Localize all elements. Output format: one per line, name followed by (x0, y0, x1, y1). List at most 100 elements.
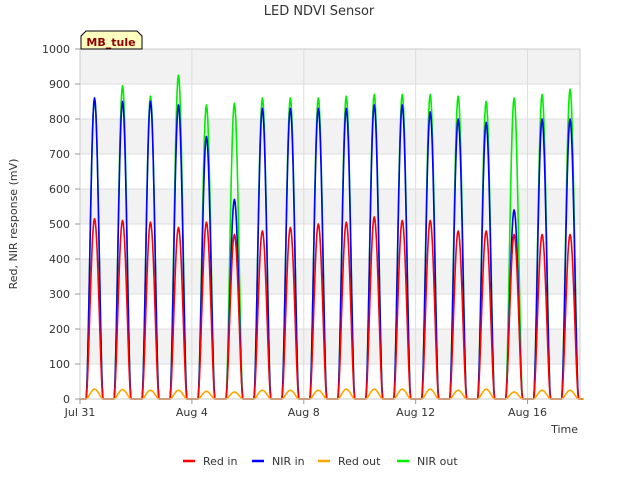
data-point (317, 107, 320, 110)
data-point (569, 389, 571, 392)
data-point (541, 93, 543, 96)
data-point (289, 226, 292, 229)
data-point (205, 104, 208, 106)
x-axis-ticks: Jul 31 Aug 4 Aug 8 Aug 12 Aug 16 (64, 399, 547, 419)
data-point (121, 219, 124, 222)
background-band (80, 224, 580, 259)
data-point (569, 118, 571, 120)
data-point (149, 100, 152, 103)
chart-title: LED NDVI Sensor (264, 4, 375, 19)
data-point (93, 97, 96, 99)
data-point (93, 217, 96, 220)
data-point (205, 135, 208, 138)
data-point (289, 389, 292, 392)
legend-label: Red out (338, 455, 381, 468)
data-point (541, 233, 543, 236)
data-point (373, 104, 376, 106)
background-band (80, 154, 580, 189)
data-point (485, 230, 487, 232)
y-tick-label: 700 (49, 148, 70, 161)
data-point (233, 198, 236, 201)
background-bands (80, 49, 580, 399)
x-tick-label: Aug 16 (508, 406, 547, 419)
x-tick-label: Aug 4 (176, 406, 208, 419)
data-point (401, 93, 404, 96)
y-tick-label: 200 (49, 323, 70, 336)
site-tag: MB_tule (80, 30, 143, 50)
data-point (373, 388, 376, 391)
y-tick-label: 300 (49, 288, 70, 301)
data-point (205, 390, 208, 393)
y-tick-label: 0 (63, 393, 70, 406)
y-axis-ticks: 0 100 200 300 400 500 600 700 800 900 1000 (42, 43, 80, 406)
data-point (205, 221, 208, 224)
background-band (80, 189, 580, 224)
y-tick-label: 1000 (42, 43, 70, 56)
site-tag-label: MB_tule (86, 36, 135, 49)
background-band (80, 329, 580, 364)
y-tick-label: 900 (49, 78, 70, 91)
data-point (401, 219, 404, 222)
data-point (485, 388, 487, 391)
data-point (289, 97, 292, 99)
data-point (513, 97, 515, 99)
data-point (429, 219, 432, 222)
data-point (485, 121, 487, 124)
legend-label: NIR out (417, 455, 458, 468)
data-point (373, 93, 376, 96)
data-point (261, 107, 264, 110)
data-point (541, 389, 543, 392)
y-tick-label: 400 (49, 253, 70, 266)
y-tick-label: 100 (49, 358, 70, 371)
data-point (345, 107, 348, 110)
data-point (149, 95, 152, 98)
data-point (149, 221, 152, 224)
data-point (457, 118, 459, 120)
data-point (513, 209, 515, 211)
data-point (401, 104, 404, 106)
background-band (80, 119, 580, 154)
data-point (373, 216, 376, 218)
y-tick-label: 600 (49, 183, 70, 196)
data-point (261, 97, 264, 99)
data-point (541, 118, 543, 120)
data-point (345, 388, 348, 391)
legend-label: NIR in (272, 455, 305, 468)
data-point (233, 391, 236, 393)
data-point (457, 230, 459, 232)
data-point (93, 388, 96, 391)
data-point (121, 100, 124, 103)
data-point (261, 230, 264, 232)
data-point (569, 88, 571, 91)
y-tick-label: 800 (49, 113, 70, 126)
data-point (429, 388, 432, 391)
data-point (149, 389, 152, 392)
data-point (513, 391, 515, 393)
data-point (177, 74, 180, 77)
data-point (177, 104, 180, 106)
data-point (429, 111, 432, 113)
data-point (513, 233, 515, 236)
y-axis-label: Red, NIR response (mV) (7, 159, 20, 290)
data-point (121, 388, 124, 391)
data-point (457, 389, 459, 392)
data-point (317, 223, 320, 225)
data-point (345, 95, 348, 98)
x-tick-label: Aug 8 (288, 406, 320, 419)
data-point (485, 100, 487, 103)
data-point (233, 233, 236, 236)
data-point (317, 389, 320, 392)
x-tick-label: Jul 31 (64, 406, 96, 419)
background-band (80, 259, 580, 294)
data-point (289, 107, 292, 110)
data-point (401, 388, 404, 391)
background-band (80, 84, 580, 119)
data-point (177, 389, 180, 392)
background-band (80, 364, 580, 399)
data-point (429, 93, 432, 96)
data-point (569, 233, 571, 236)
x-tick-label: Aug 12 (396, 406, 435, 419)
data-point (177, 226, 180, 229)
data-point (317, 97, 320, 99)
